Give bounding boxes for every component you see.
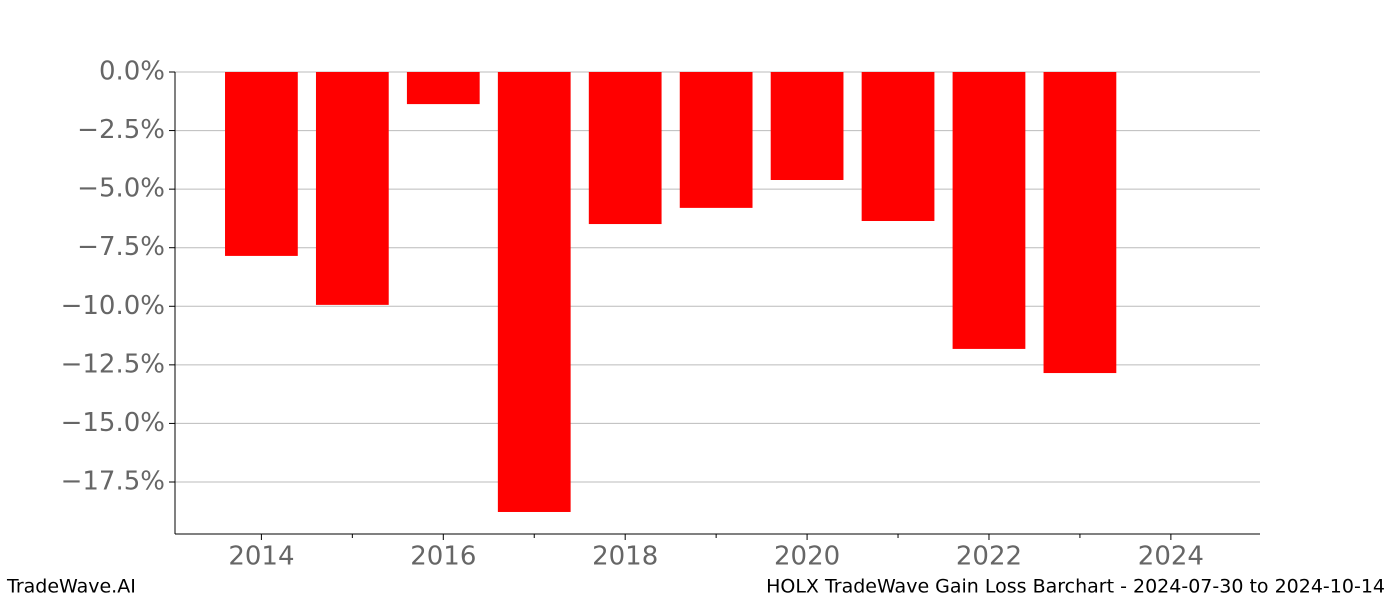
bar xyxy=(679,72,753,208)
y-tick-label: −15.0% xyxy=(61,408,165,438)
bar xyxy=(861,72,935,222)
y-tick-label: −12.5% xyxy=(61,349,165,379)
y-tick-label: −7.5% xyxy=(77,232,165,262)
x-tick-label: 2016 xyxy=(410,542,476,572)
y-tick-label: −10.0% xyxy=(61,291,165,321)
bar xyxy=(406,72,480,105)
chart-title: HOLX TradeWave Gain Loss Barchart - 2024… xyxy=(766,576,1385,598)
x-tick-label: 2024 xyxy=(1138,542,1204,572)
bar xyxy=(315,72,389,305)
bar xyxy=(588,72,662,225)
bar xyxy=(770,72,844,181)
x-tick-label: 2018 xyxy=(592,542,658,572)
brand: TradeWave.AI xyxy=(6,576,136,598)
y-tick-label: −2.5% xyxy=(77,115,165,145)
x-tick-label: 2022 xyxy=(956,542,1022,572)
bar xyxy=(1043,72,1117,374)
bar xyxy=(952,72,1026,349)
y-tick-label: −5.0% xyxy=(77,174,165,204)
x-tick-label: 2014 xyxy=(228,542,294,572)
y-tick-label: −17.5% xyxy=(61,466,165,496)
x-tick-label: 2020 xyxy=(774,542,840,572)
bar xyxy=(225,72,298,256)
y-tick-label: 0.0% xyxy=(99,57,165,87)
bar xyxy=(497,72,571,512)
